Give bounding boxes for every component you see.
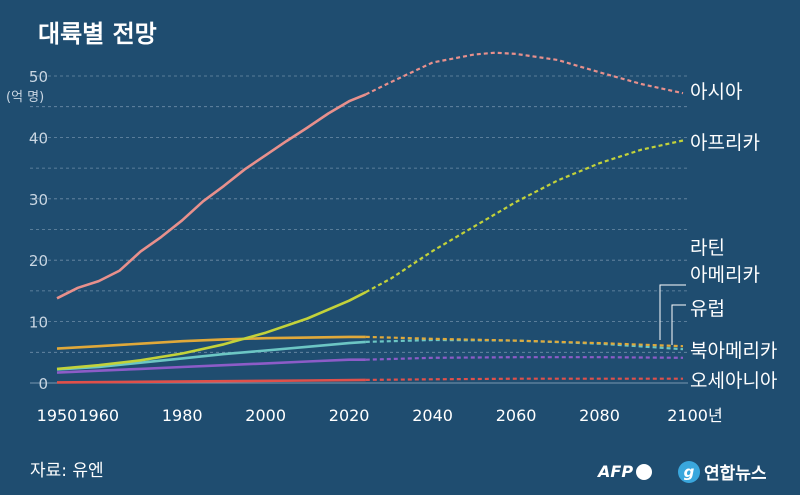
series-line-projection <box>365 139 684 294</box>
series-label-oceania: 오세아니아 <box>690 370 777 392</box>
series-line-projection <box>365 335 684 348</box>
afp-logo-text: AFP <box>598 462 634 481</box>
y-tick-label: 30 <box>29 191 48 209</box>
series-line-actual <box>56 335 366 350</box>
x-tick-label: 1960 <box>78 406 119 425</box>
series-line-actual <box>56 93 367 300</box>
series-line-projection <box>365 356 684 361</box>
series-label-latin-america: 라틴 <box>690 237 725 259</box>
series-line-projection <box>365 377 683 381</box>
x-tick-label: 2040 <box>412 406 453 425</box>
x-tick-label: 2100년 <box>667 406 722 425</box>
y-tick-label: 0 <box>38 375 48 393</box>
series-label-africa: 아프리카 <box>690 132 760 154</box>
afp-dot-icon <box>636 463 653 480</box>
series-label-europe: 유럽 <box>690 298 725 320</box>
y-tick-label: 50 <box>29 68 48 86</box>
afp-logo: AFP <box>598 462 653 481</box>
yonhap-mark-icon: g <box>678 460 700 483</box>
x-tick-label: 2060 <box>496 406 537 425</box>
source-note: 자료: 유엔 <box>30 461 104 481</box>
series-line-projection <box>365 51 684 96</box>
leader-line-europe <box>671 304 686 345</box>
y-axis-label: (억 명) <box>6 90 44 105</box>
y-tick-label: 10 <box>29 314 48 332</box>
x-tick-label: 2080 <box>579 406 620 425</box>
yonhap-logo-text: 연합뉴스 <box>704 464 767 484</box>
yonhap-logo: g 연합뉴스 <box>678 459 767 484</box>
x-tick-label: 1950 <box>37 406 78 425</box>
series-label-asia: 아시아 <box>690 81 742 103</box>
chart-title: 대륙별 전망 <box>38 20 157 48</box>
leader-line-latin-america <box>659 284 686 340</box>
x-tick-label: 2000 <box>245 406 286 425</box>
x-tick-label: 1980 <box>162 406 203 425</box>
x-tick-label: 2020 <box>329 406 370 425</box>
series-line-actual <box>56 290 367 371</box>
y-tick-label: 20 <box>29 252 48 270</box>
series-line-actual <box>56 358 366 374</box>
series-line-actual <box>56 378 366 384</box>
series-label-latin-america: 아메리카 <box>690 264 760 286</box>
y-tick-label: 40 <box>29 129 48 147</box>
series-line-actual <box>56 340 366 371</box>
series-label-north-america: 북아메리카 <box>690 340 777 362</box>
